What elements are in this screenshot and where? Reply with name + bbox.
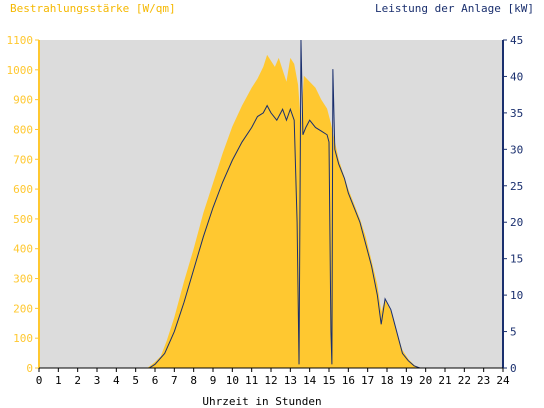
left-axis-tick-label: 400 [13, 243, 33, 256]
right-axis-tick-label: 0 [510, 362, 517, 375]
x-axis-tick-label: 4 [113, 374, 120, 387]
right-axis-title: Leistung der Anlage [kW] [375, 2, 534, 15]
x-axis-tick-label: 21 [438, 374, 451, 387]
axes: 0100200300400500600700800900100011000510… [7, 34, 524, 387]
right-axis-tick-label: 25 [510, 180, 523, 193]
right-axis-tick-label: 20 [510, 216, 523, 229]
left-axis-tick-label: 300 [13, 273, 33, 286]
left-axis-tick-label: 1100 [7, 34, 34, 47]
left-axis-tick-label: 600 [13, 183, 33, 196]
right-axis-tick-label: 15 [510, 253, 523, 266]
irradiance-area [39, 54, 503, 368]
left-axis-tick-label: 500 [13, 213, 33, 226]
right-axis-tick-label: 30 [510, 143, 523, 156]
x-axis-tick-label: 12 [264, 374, 277, 387]
x-axis-tick-label: 11 [245, 374, 258, 387]
x-axis-label: Uhrzeit in Stunden [202, 395, 321, 408]
x-axis-tick-label: 23 [477, 374, 490, 387]
right-axis-tick-label: 10 [510, 289, 523, 302]
x-axis-tick-label: 18 [380, 374, 393, 387]
x-axis-tick-label: 0 [36, 374, 43, 387]
x-axis-tick-label: 7 [171, 374, 178, 387]
x-axis-tick-label: 10 [226, 374, 239, 387]
x-axis-tick-label: 19 [400, 374, 413, 387]
right-axis-tick-label: 45 [510, 34, 523, 47]
left-axis-tick-label: 700 [13, 153, 33, 166]
x-axis-tick-label: 16 [342, 374, 355, 387]
x-axis-tick-label: 20 [419, 374, 432, 387]
left-axis-tick-label: 800 [13, 123, 33, 136]
x-axis-tick-label: 22 [458, 374, 471, 387]
x-axis-tick-label: 8 [190, 374, 197, 387]
left-axis-tick-label: 0 [26, 362, 33, 375]
x-axis-tick-label: 24 [496, 374, 510, 387]
x-axis-tick-label: 6 [152, 374, 159, 387]
x-axis-tick-label: 14 [303, 374, 317, 387]
x-axis-tick-label: 15 [322, 374, 335, 387]
left-axis-tick-label: 900 [13, 94, 33, 107]
x-axis-tick-label: 17 [361, 374, 374, 387]
right-axis-tick-label: 35 [510, 107, 523, 120]
left-axis-title: Bestrahlungsstärke [W/qm] [10, 2, 176, 15]
power-line [39, 39, 503, 369]
x-axis-tick-label: 2 [74, 374, 81, 387]
left-axis-tick-label: 1000 [7, 64, 34, 77]
left-axis-tick-label: 100 [13, 332, 33, 345]
x-axis-tick-label: 5 [132, 374, 139, 387]
x-axis-tick-label: 9 [210, 374, 217, 387]
x-axis-tick-label: 1 [55, 374, 62, 387]
right-axis-tick-label: 40 [510, 70, 523, 83]
right-axis-tick-label: 5 [510, 326, 517, 339]
x-axis-tick-label: 13 [284, 374, 297, 387]
left-axis-tick-label: 200 [13, 302, 33, 315]
x-axis-tick-label: 3 [94, 374, 101, 387]
